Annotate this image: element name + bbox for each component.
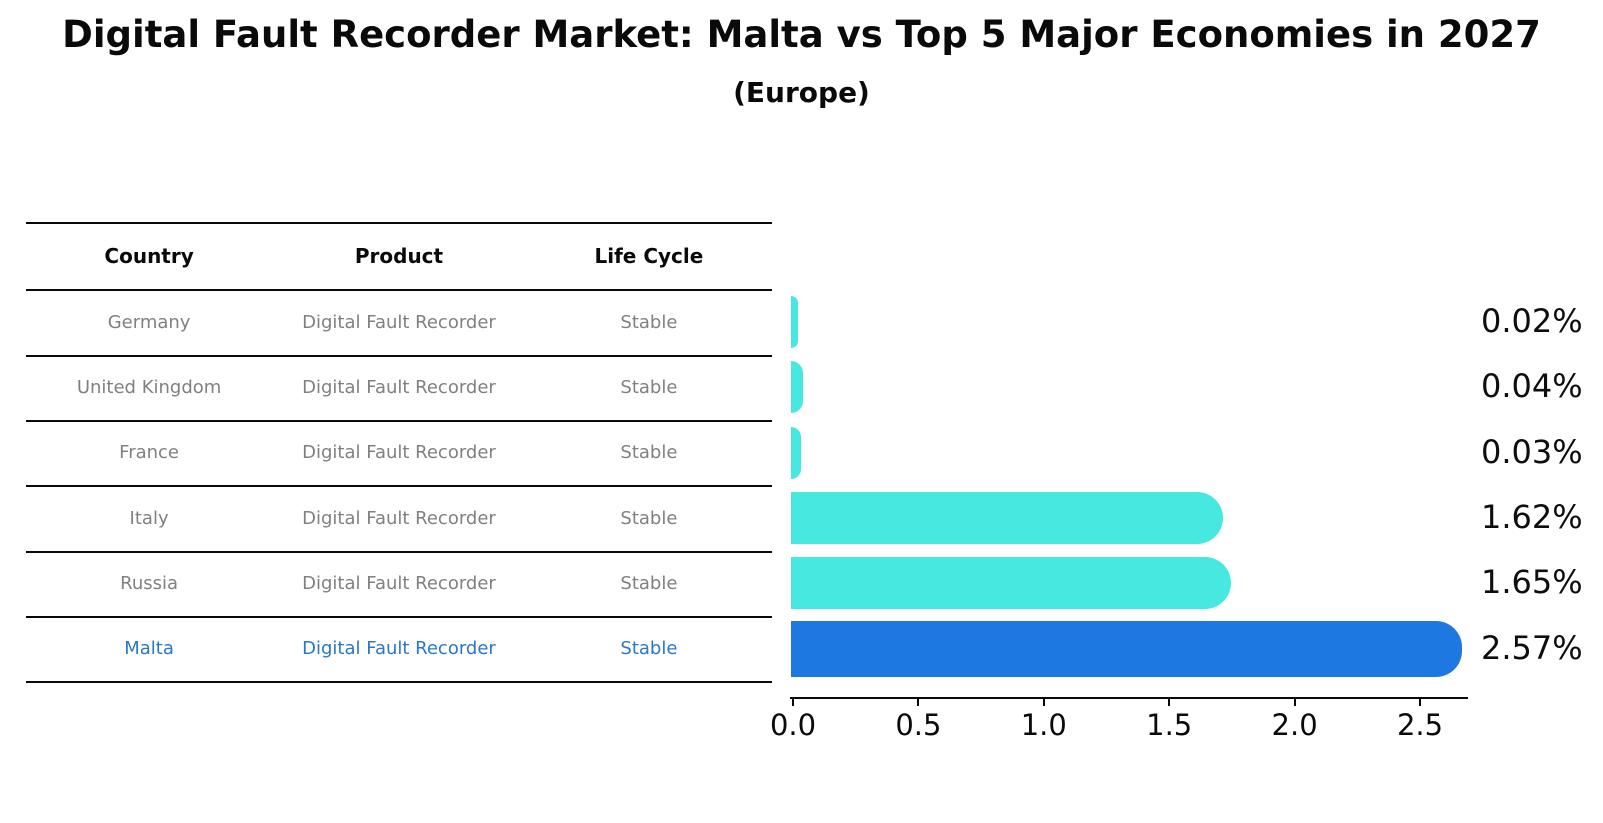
table-cell-life_cycle: Stable [620, 376, 678, 398]
value-label: 0.03% [1481, 432, 1583, 471]
table-cell-product: Digital Fault Recorder [302, 311, 496, 333]
bar-russia [791, 557, 1231, 610]
x-axis-tick-label: 1.0 [1020, 708, 1067, 742]
x-axis-tick [792, 697, 794, 706]
x-axis-tick-label: 0.5 [895, 708, 942, 742]
bar-france [791, 426, 801, 479]
x-axis-tick [917, 697, 920, 706]
table-cell-country: United Kingdom [76, 376, 222, 398]
x-axis-tick-label: 2.0 [1271, 708, 1318, 742]
value-label: 0.02% [1481, 302, 1583, 341]
x-axis-line [790, 697, 1468, 699]
column-header-country: Country [104, 243, 194, 268]
value-label: 1.62% [1481, 498, 1583, 537]
value-label: 1.65% [1481, 563, 1583, 602]
table-rule [26, 289, 772, 292]
x-axis-tick-label: 2.5 [1396, 708, 1444, 742]
table-cell-product: Digital Fault Recorder [302, 572, 496, 594]
bar-germany [791, 296, 799, 348]
x-axis-tick [1293, 697, 1296, 706]
x-axis-tick [1419, 697, 1421, 706]
bar-malta [791, 620, 1462, 677]
table-cell-life_cycle: Stable [620, 442, 678, 464]
column-header-product: Product [354, 243, 444, 268]
table-cell-product: Digital Fault Recorder [302, 638, 496, 660]
table-cell-life_cycle: Stable [620, 638, 678, 660]
bar-italy [791, 492, 1224, 544]
table-rule [26, 354, 772, 357]
column-header-life_cycle: Life Cycle [594, 243, 704, 268]
table-cell-country: Germany [107, 311, 191, 333]
value-label: 0.04% [1481, 367, 1583, 406]
x-axis-tick-label: 1.5 [1146, 708, 1193, 742]
table-cell-life_cycle: Stable [620, 572, 678, 594]
page-subtitle: (Europe) [733, 76, 870, 109]
table-rule [26, 681, 772, 684]
page-title: Digital Fault Recorder Market: Malta vs … [62, 13, 1541, 56]
table-cell-country: Italy [129, 507, 169, 529]
table-cell-life_cycle: Stable [620, 311, 678, 333]
x-axis-tick [1042, 697, 1045, 706]
table-rule [26, 485, 772, 488]
table-rule [26, 550, 772, 553]
table-cell-product: Digital Fault Recorder [302, 507, 496, 529]
value-label: 2.57% [1481, 628, 1583, 667]
table-cell-product: Digital Fault Recorder [302, 376, 496, 398]
table-cell-product: Digital Fault Recorder [302, 442, 496, 464]
bar-united-kingdom [791, 361, 804, 414]
table-rule [26, 616, 772, 618]
table-rule [26, 420, 772, 422]
table-cell-country: Russia [120, 572, 179, 594]
table-cell-country: Malta [124, 638, 174, 660]
x-axis-tick [1168, 697, 1171, 706]
table-cell-country: France [119, 442, 180, 464]
x-axis-tick-label: 0.0 [769, 708, 817, 742]
table-cell-life_cycle: Stable [620, 507, 678, 529]
table-rule [26, 222, 772, 224]
